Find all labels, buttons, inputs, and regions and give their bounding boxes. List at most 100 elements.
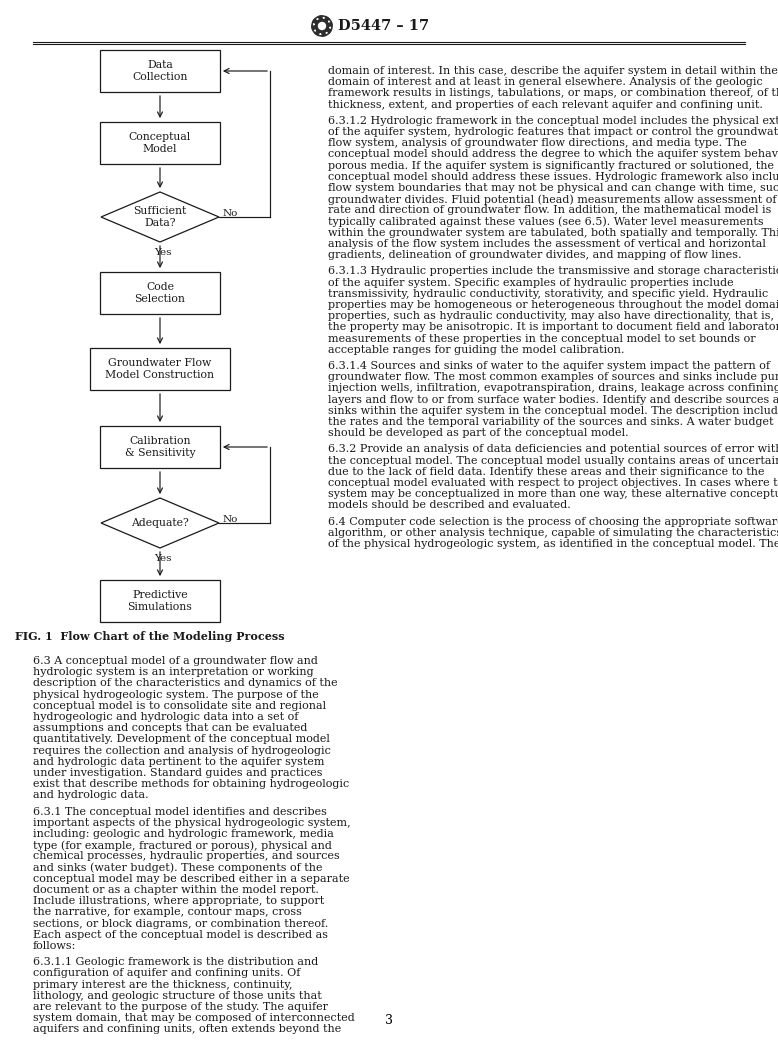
Text: primary interest are the thickness, continuity,: primary interest are the thickness, cont… bbox=[33, 980, 293, 990]
Text: thickness, extent, and properties of each relevant aquifer and confining unit.: thickness, extent, and properties of eac… bbox=[328, 100, 763, 109]
Text: Conceptual
Model: Conceptual Model bbox=[129, 132, 191, 154]
Text: hydrogeologic and hydrologic data into a set of: hydrogeologic and hydrologic data into a… bbox=[33, 712, 299, 722]
Text: conceptual model is to consolidate site and regional: conceptual model is to consolidate site … bbox=[33, 701, 326, 711]
Text: Sufficient
Data?: Sufficient Data? bbox=[133, 206, 187, 228]
Text: the narrative, for example, contour maps, cross: the narrative, for example, contour maps… bbox=[33, 908, 302, 917]
Text: sections, or block diagrams, or combination thereof.: sections, or block diagrams, or combinat… bbox=[33, 918, 328, 929]
Text: domain of interest and at least in general elsewhere. Analysis of the geologic: domain of interest and at least in gener… bbox=[328, 77, 762, 87]
Text: quantitatively. Development of the conceptual model: quantitatively. Development of the conce… bbox=[33, 734, 330, 744]
Text: rate and direction of groundwater flow. In addition, the mathematical model is: rate and direction of groundwater flow. … bbox=[328, 205, 771, 215]
Text: the rates and the temporal variability of the sources and sinks. A water budget: the rates and the temporal variability o… bbox=[328, 417, 773, 427]
Text: assumptions and concepts that can be evaluated: assumptions and concepts that can be eva… bbox=[33, 723, 307, 733]
Text: Data
Collection: Data Collection bbox=[160, 633, 166, 636]
Text: physical hydrogeologic system. The purpose of the: physical hydrogeologic system. The purpo… bbox=[33, 689, 319, 700]
Text: groundwater flow. The most common examples of sources and sinks include pumping : groundwater flow. The most common exampl… bbox=[328, 373, 778, 382]
Text: 6.3 A conceptual model of a groundwater flow and: 6.3 A conceptual model of a groundwater … bbox=[33, 656, 318, 666]
FancyBboxPatch shape bbox=[100, 50, 220, 92]
Text: gradients, delineation of groundwater divides, and mapping of flow lines.: gradients, delineation of groundwater di… bbox=[328, 250, 741, 260]
Text: algorithm, or other analysis technique, capable of simulating the characteristic: algorithm, or other analysis technique, … bbox=[328, 528, 778, 538]
Text: within the groundwater system are tabulated, both spatially and temporally. This: within the groundwater system are tabula… bbox=[328, 228, 778, 237]
Text: injection wells, infiltration, evapotranspiration, drains, leakage across confin: injection wells, infiltration, evapotran… bbox=[328, 383, 778, 393]
Text: flow system boundaries that may not be physical and can change with time, such a: flow system boundaries that may not be p… bbox=[328, 183, 778, 193]
Text: description of the characteristics and dynamics of the: description of the characteristics and d… bbox=[33, 679, 338, 688]
Text: Include illustrations, where appropriate, to support: Include illustrations, where appropriate… bbox=[33, 896, 324, 907]
Text: Data
Collection: Data Collection bbox=[132, 60, 187, 82]
Text: porous media. If the aquifer system is significantly fractured or solutioned, th: porous media. If the aquifer system is s… bbox=[328, 160, 774, 171]
Text: the conceptual model. The conceptual model usually contains areas of uncertainty: the conceptual model. The conceptual mod… bbox=[328, 456, 778, 465]
Text: flow system, analysis of groundwater flow directions, and media type. The: flow system, analysis of groundwater flo… bbox=[328, 138, 747, 148]
Text: of the aquifer system. Specific examples of hydraulic properties include: of the aquifer system. Specific examples… bbox=[328, 278, 734, 287]
Text: Code
Selection: Code Selection bbox=[135, 282, 185, 304]
Text: system domain, that may be composed of interconnected: system domain, that may be composed of i… bbox=[33, 1013, 355, 1023]
Text: domain of interest. In this case, describe the aquifer system in detail within t: domain of interest. In this case, descri… bbox=[328, 66, 778, 76]
Text: system may be conceptualized in more than one way, these alternative conceptual: system may be conceptualized in more tha… bbox=[328, 489, 778, 500]
Text: 6.3.1.4 Sources and sinks of water to the aquifer system impact the pattern of: 6.3.1.4 Sources and sinks of water to th… bbox=[328, 361, 770, 371]
Text: transmissivity, hydraulic conductivity, storativity, and specific yield. Hydraul: transmissivity, hydraulic conductivity, … bbox=[328, 288, 768, 299]
Text: models should be described and evaluated.: models should be described and evaluated… bbox=[328, 501, 571, 510]
Text: the property may be anisotropic. It is important to document field and laborator: the property may be anisotropic. It is i… bbox=[328, 323, 778, 332]
Polygon shape bbox=[312, 16, 332, 36]
Text: of the physical hydrogeologic system, as identified in the conceptual model. The: of the physical hydrogeologic system, as… bbox=[328, 539, 778, 549]
Text: conceptual model evaluated with respect to project objectives. In cases where th: conceptual model evaluated with respect … bbox=[328, 478, 778, 488]
Text: FIG. 1  Flow Chart of the Modeling Process: FIG. 1 Flow Chart of the Modeling Proces… bbox=[16, 631, 285, 641]
Text: 6.3.1.2 Hydrologic framework in the conceptual model includes the physical exten: 6.3.1.2 Hydrologic framework in the conc… bbox=[328, 116, 778, 126]
Text: exist that describe methods for obtaining hydrogeologic: exist that describe methods for obtainin… bbox=[33, 780, 349, 789]
Text: Adequate?: Adequate? bbox=[131, 518, 189, 528]
Text: 6.3.2 Provide an analysis of data deficiencies and potential sources of error wi: 6.3.2 Provide an analysis of data defici… bbox=[328, 445, 778, 455]
Text: follows:: follows: bbox=[33, 941, 76, 951]
FancyBboxPatch shape bbox=[90, 348, 230, 390]
Text: conceptual model should address the degree to which the aquifer system behaves a: conceptual model should address the degr… bbox=[328, 150, 778, 159]
Text: conceptual model should address these issues. Hydrologic framework also includes: conceptual model should address these is… bbox=[328, 172, 778, 182]
Text: document or as a chapter within the model report.: document or as a chapter within the mode… bbox=[33, 885, 319, 895]
Text: due to the lack of field data. Identify these areas and their significance to th: due to the lack of field data. Identify … bbox=[328, 466, 765, 477]
Text: properties may be homogeneous or heterogeneous throughout the model domain. Cert: properties may be homogeneous or heterog… bbox=[328, 300, 778, 310]
Text: should be developed as part of the conceptual model.: should be developed as part of the conce… bbox=[328, 428, 629, 438]
Text: requires the collection and analysis of hydrogeologic: requires the collection and analysis of … bbox=[33, 745, 331, 756]
Text: Yes: Yes bbox=[154, 248, 172, 257]
Polygon shape bbox=[101, 498, 219, 548]
Text: Calibration
& Sensitivity: Calibration & Sensitivity bbox=[124, 436, 195, 458]
Text: sinks within the aquifer system in the conceptual model. The description include: sinks within the aquifer system in the c… bbox=[328, 406, 778, 415]
Text: important aspects of the physical hydrogeologic system,: important aspects of the physical hydrog… bbox=[33, 818, 351, 828]
Polygon shape bbox=[101, 192, 219, 242]
Text: acceptable ranges for guiding the model calibration.: acceptable ranges for guiding the model … bbox=[328, 345, 625, 355]
Text: D5447 – 17: D5447 – 17 bbox=[338, 19, 429, 33]
Text: Groundwater Flow
Model Construction: Groundwater Flow Model Construction bbox=[106, 358, 215, 380]
Text: under investigation. Standard guides and practices: under investigation. Standard guides and… bbox=[33, 768, 323, 778]
FancyBboxPatch shape bbox=[100, 580, 220, 623]
Circle shape bbox=[318, 23, 325, 29]
Text: Each aspect of the conceptual model is described as: Each aspect of the conceptual model is d… bbox=[33, 930, 328, 940]
Text: are relevant to the purpose of the study. The aquifer: are relevant to the purpose of the study… bbox=[33, 1002, 328, 1012]
FancyBboxPatch shape bbox=[100, 122, 220, 164]
Text: lithology, and geologic structure of those units that: lithology, and geologic structure of tho… bbox=[33, 991, 322, 1000]
Text: Yes: Yes bbox=[154, 554, 172, 563]
Text: hydrologic system is an interpretation or working: hydrologic system is an interpretation o… bbox=[33, 667, 314, 678]
Text: layers and flow to or from surface water bodies. Identify and describe sources a: layers and flow to or from surface water… bbox=[328, 395, 778, 405]
Text: and sinks (water budget). These components of the: and sinks (water budget). These componen… bbox=[33, 863, 323, 873]
Text: Predictive
Simulations: Predictive Simulations bbox=[128, 590, 192, 612]
Text: conceptual model may be described either in a separate: conceptual model may be described either… bbox=[33, 873, 349, 884]
Text: properties, such as hydraulic conductivity, may also have directionality, that i: properties, such as hydraulic conductivi… bbox=[328, 311, 774, 322]
FancyBboxPatch shape bbox=[100, 426, 220, 468]
Text: of the aquifer system, hydrologic features that impact or control the groundwate: of the aquifer system, hydrologic featur… bbox=[328, 127, 778, 137]
FancyBboxPatch shape bbox=[100, 272, 220, 314]
Text: including: geologic and hydrologic framework, media: including: geologic and hydrologic frame… bbox=[33, 829, 334, 839]
Text: analysis of the flow system includes the assessment of vertical and horizontal: analysis of the flow system includes the… bbox=[328, 239, 766, 249]
Text: type (for example, fractured or porous), physical and: type (for example, fractured or porous),… bbox=[33, 840, 332, 850]
Text: typically calibrated against these values (see 6.5). Water level measurements: typically calibrated against these value… bbox=[328, 217, 764, 227]
Text: 3: 3 bbox=[385, 1015, 393, 1027]
Text: measurements of these properties in the conceptual model to set bounds or: measurements of these properties in the … bbox=[328, 333, 755, 344]
Text: 6.3.1.1 Geologic framework is the distribution and: 6.3.1.1 Geologic framework is the distri… bbox=[33, 958, 318, 967]
Text: No: No bbox=[223, 209, 238, 219]
Text: aquifers and confining units, often extends beyond the: aquifers and confining units, often exte… bbox=[33, 1024, 342, 1035]
Text: 6.4 Computer code selection is the process of choosing the appropriate software: 6.4 Computer code selection is the proce… bbox=[328, 516, 778, 527]
Text: No: No bbox=[223, 515, 238, 525]
Text: configuration of aquifer and confining units. Of: configuration of aquifer and confining u… bbox=[33, 968, 300, 979]
Text: groundwater divides. Fluid potential (head) measurements allow assessment of the: groundwater divides. Fluid potential (he… bbox=[328, 195, 778, 205]
Text: and hydrologic data.: and hydrologic data. bbox=[33, 790, 149, 801]
Text: chemical processes, hydraulic properties, and sources: chemical processes, hydraulic properties… bbox=[33, 852, 340, 861]
Text: and hydrologic data pertinent to the aquifer system: and hydrologic data pertinent to the aqu… bbox=[33, 757, 324, 767]
Text: framework results in listings, tabulations, or maps, or combination thereof, of : framework results in listings, tabulatio… bbox=[328, 88, 778, 99]
Text: 6.3.1.3 Hydraulic properties include the transmissive and storage characteristic: 6.3.1.3 Hydraulic properties include the… bbox=[328, 266, 778, 277]
Text: 6.3.1 The conceptual model identifies and describes: 6.3.1 The conceptual model identifies an… bbox=[33, 807, 327, 816]
